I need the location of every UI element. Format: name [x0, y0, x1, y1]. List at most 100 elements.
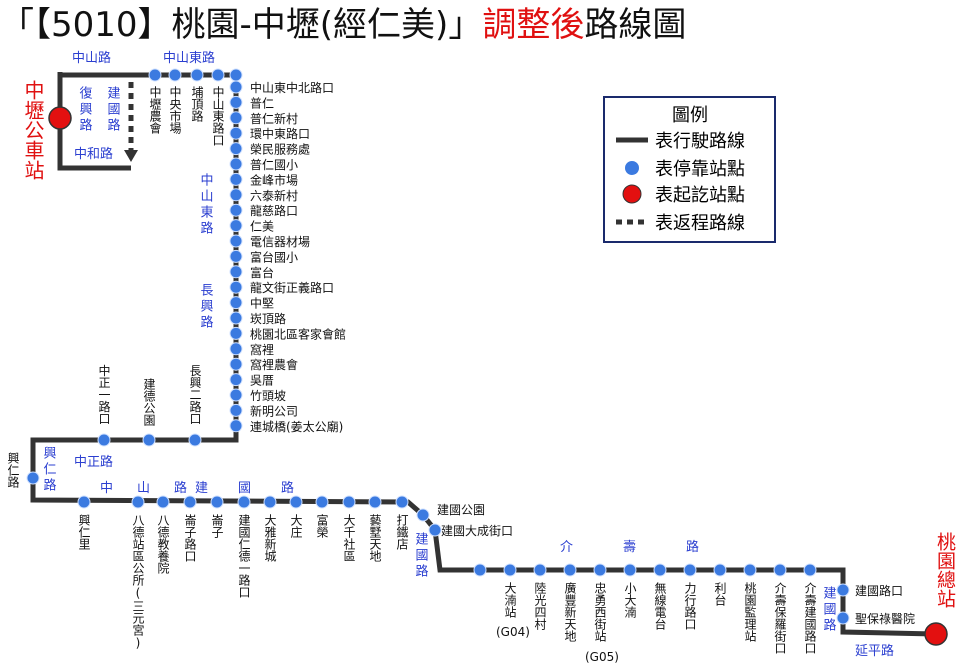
stop-label: 小大湳: [623, 582, 637, 618]
stop-dot: [773, 563, 787, 577]
stop-dot: [148, 68, 162, 82]
stop-dot: [183, 495, 197, 509]
stop-dot: [229, 188, 243, 202]
stop-dot: [229, 142, 243, 156]
stop-dot: [503, 563, 517, 577]
stop-label: 電信器材場: [250, 235, 310, 249]
legend-symbol: [625, 161, 639, 175]
stop-label: 八德站區公所(三元宮): [131, 514, 145, 650]
road-label: 中山路: [72, 50, 111, 66]
stop-dot: [26, 471, 40, 485]
stop-dot: [368, 495, 382, 509]
stop-label: 環中東路口: [250, 126, 310, 141]
stop-dot: [229, 373, 243, 387]
stop-dot: [229, 419, 243, 433]
title: 「【5010】桃園-中壢(經仁美)」調整後路線圖: [0, 5, 686, 45]
stop-label: 打鐵店: [395, 514, 409, 550]
title-suffix: 路線圖: [584, 5, 686, 45]
stop-label: 八德教養院: [156, 514, 170, 574]
stop-label: 中堅: [250, 296, 274, 311]
title-highlight: 調整後: [482, 5, 584, 45]
stop-label: 窩裡農會: [250, 357, 298, 372]
stop-label: 中正一路口: [97, 363, 111, 424]
legend-item: 表起訖站點: [655, 185, 745, 206]
stop-label: 建國路口: [855, 583, 903, 598]
arrow: [124, 150, 138, 162]
road-label: 興仁路: [41, 446, 57, 494]
stop-label: 大庄: [289, 514, 303, 539]
stop-dot: [97, 433, 111, 447]
road-label: 中和路: [74, 146, 113, 162]
road-label: 建國路: [105, 86, 121, 134]
road-label: 中山路: [100, 480, 211, 496]
stop-label: 龍文街正義路口: [250, 280, 334, 295]
stop-dot: [229, 249, 243, 263]
stop-dot: [263, 495, 277, 509]
stop-dot: [168, 68, 182, 82]
stop-dot: [713, 563, 727, 577]
terminal-label: 桃園總站: [934, 532, 956, 608]
terminal-dot: [924, 622, 948, 646]
stop-label: 普仁新村: [250, 111, 298, 126]
stop-label: 金峰市場: [250, 172, 298, 187]
stop-label: 中山東中北路口: [250, 80, 334, 95]
stop-dot: [229, 234, 243, 248]
stop-dot: [803, 563, 817, 577]
legend-item: 表停靠站點: [655, 159, 745, 180]
terminal-label: 中壢公車站: [21, 80, 45, 180]
stop-label: 榮民服務處: [250, 143, 310, 157]
stop-dot: [229, 95, 243, 109]
title-prefix: 「【5010】桃園-中壢(經仁美)」: [0, 5, 482, 45]
road-label: 復興路: [77, 85, 93, 134]
stop-label: 力行路口: [683, 582, 697, 630]
stop-label: 大千社區: [342, 514, 356, 562]
stop-label: 富台國小: [250, 249, 298, 264]
stop-dot: [188, 433, 202, 447]
road-label: 建國路: [821, 586, 837, 634]
stop-label: 聖保祿醫院: [855, 612, 915, 626]
stop-dot: [131, 495, 145, 509]
stop-dot: [229, 172, 243, 186]
road-label: 中山東路: [198, 173, 214, 237]
stop-dot: [229, 219, 243, 233]
stop-label: 建國大成街口: [441, 524, 513, 538]
stop-dot: [836, 611, 850, 625]
stop-dot: [623, 563, 637, 577]
stop-dot: [563, 563, 577, 577]
stop-label: 普仁國小: [250, 158, 298, 172]
stop-dot: [428, 523, 442, 537]
stop-label: 建國公園: [437, 503, 485, 517]
stop-label: 窩裡: [250, 342, 274, 357]
stop-label: 介壽建國路口: [803, 582, 817, 654]
stop-dot: [289, 495, 303, 509]
stop-label: (G04): [496, 625, 530, 639]
stop-dot: [229, 203, 243, 217]
stop-dot: [229, 342, 243, 356]
stop-label: 六泰新村: [250, 188, 298, 203]
stop-label: 陸光四村: [533, 582, 547, 630]
stop-dot: [315, 495, 329, 509]
stop-label: 興仁里: [77, 514, 91, 550]
road-label: 中正路: [74, 454, 113, 470]
stop-label: 介壽保羅街口: [773, 582, 787, 654]
stop-label: 中山東路口: [211, 85, 225, 146]
stop-label: 興仁路: [6, 452, 20, 489]
stop-label: 長興二路口: [188, 364, 202, 424]
stop-dot: [229, 80, 243, 94]
stop-label: 富榮: [315, 513, 329, 538]
road-label: 介壽路: [560, 539, 749, 555]
stop-dot: [229, 403, 243, 417]
stop-dot: [395, 495, 409, 509]
road-label: 長興路: [198, 283, 214, 331]
stop-dot: [190, 68, 204, 82]
road-label: 延平路: [855, 643, 894, 659]
stop-dot: [593, 563, 607, 577]
stop-dot: [229, 280, 243, 294]
terminal-dot: [48, 106, 72, 130]
stop-dot: [229, 68, 243, 82]
stop-label: 忠勇西街站: [593, 582, 607, 642]
stop-label: 桃園監理站: [743, 581, 757, 642]
stop-label: 桃園北區客家會館: [250, 326, 346, 341]
stop-dot: [653, 563, 667, 577]
